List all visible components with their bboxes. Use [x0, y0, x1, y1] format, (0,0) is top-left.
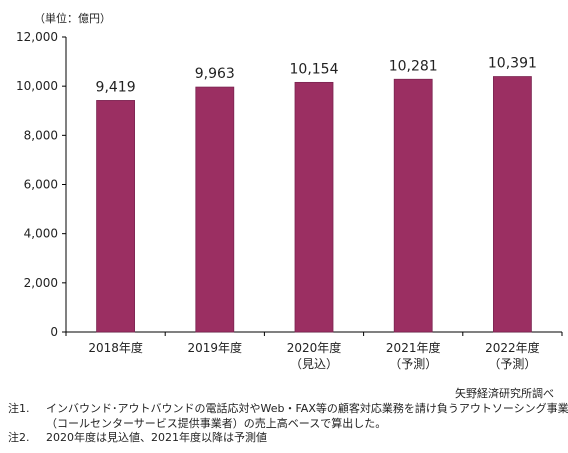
data-labels: 9,419 9,963 10,154 10,281 10,391	[96, 56, 537, 96]
footnotes: 注1. インバウンド･アウトバウンドの電話応対やWeb・FAX等の顧客対応業務を…	[8, 402, 568, 446]
note-id: 注1.	[8, 402, 30, 415]
note-id: 注2.	[8, 431, 30, 444]
data-label: 10,391	[488, 56, 537, 72]
y-tick-label: 12,000	[16, 30, 58, 44]
y-tick-label: 10,000	[16, 79, 58, 93]
bar	[492, 76, 532, 333]
x-axis: 2018年度 2019年度 2020年度 （見込） 2021年度 （予測） 2022年度 （予…	[65, 331, 563, 371]
data-label: 10,154	[290, 61, 339, 77]
unit-label: （単位：億円）	[34, 12, 111, 25]
x-tick-sublabel: （予測）	[389, 357, 437, 371]
y-axis: 0 2,000 4,000 6,000 8,000 10,000 12,000	[16, 30, 67, 339]
note-text: （コールセンターサービス提供事業者）の売上高ベースで算出した。	[46, 416, 387, 430]
x-tick-label: 2021年度	[386, 340, 441, 355]
x-tick-sublabel: （予測）	[488, 357, 536, 371]
bar-chart: 0 2,000 4,000 6,000 8,000 10,000 12,000 2018年度…	[16, 30, 563, 371]
bar	[195, 86, 235, 333]
note-text: インバウンド･アウトバウンドの電話応対やWeb・FAX等の顧客対応業務を請け負う…	[46, 402, 568, 415]
bar	[96, 100, 135, 333]
data-label: 10,281	[389, 58, 438, 74]
y-tick-label: 2,000	[24, 276, 58, 290]
data-label: 9,963	[195, 66, 235, 82]
y-tick-label: 0	[50, 325, 58, 339]
bars	[96, 76, 532, 333]
x-tick-label: 2018年度	[88, 340, 143, 355]
x-tick-label: 2022年度	[485, 340, 540, 355]
y-tick-label: 8,000	[24, 128, 58, 142]
source-credit: 矢野経済研究所調べ	[455, 387, 554, 400]
y-tick-label: 6,000	[24, 178, 58, 192]
data-label: 9,419	[96, 79, 136, 95]
x-tick-label: 2019年度	[188, 340, 243, 355]
note-text: 2020年度は見込値、2021年度以降は予測値	[46, 431, 267, 444]
x-tick-label: 2020年度	[287, 340, 342, 355]
bar	[393, 78, 433, 333]
bar	[294, 81, 334, 333]
x-tick-sublabel: （見込）	[290, 357, 338, 371]
note-1: 注1. インバウンド･アウトバウンドの電話応対やWeb・FAX等の顧客対応業務を…	[8, 402, 568, 417]
y-tick-label: 4,000	[24, 227, 58, 241]
note-2: 注2. 2020年度は見込値、2021年度以降は予測値	[8, 431, 568, 446]
